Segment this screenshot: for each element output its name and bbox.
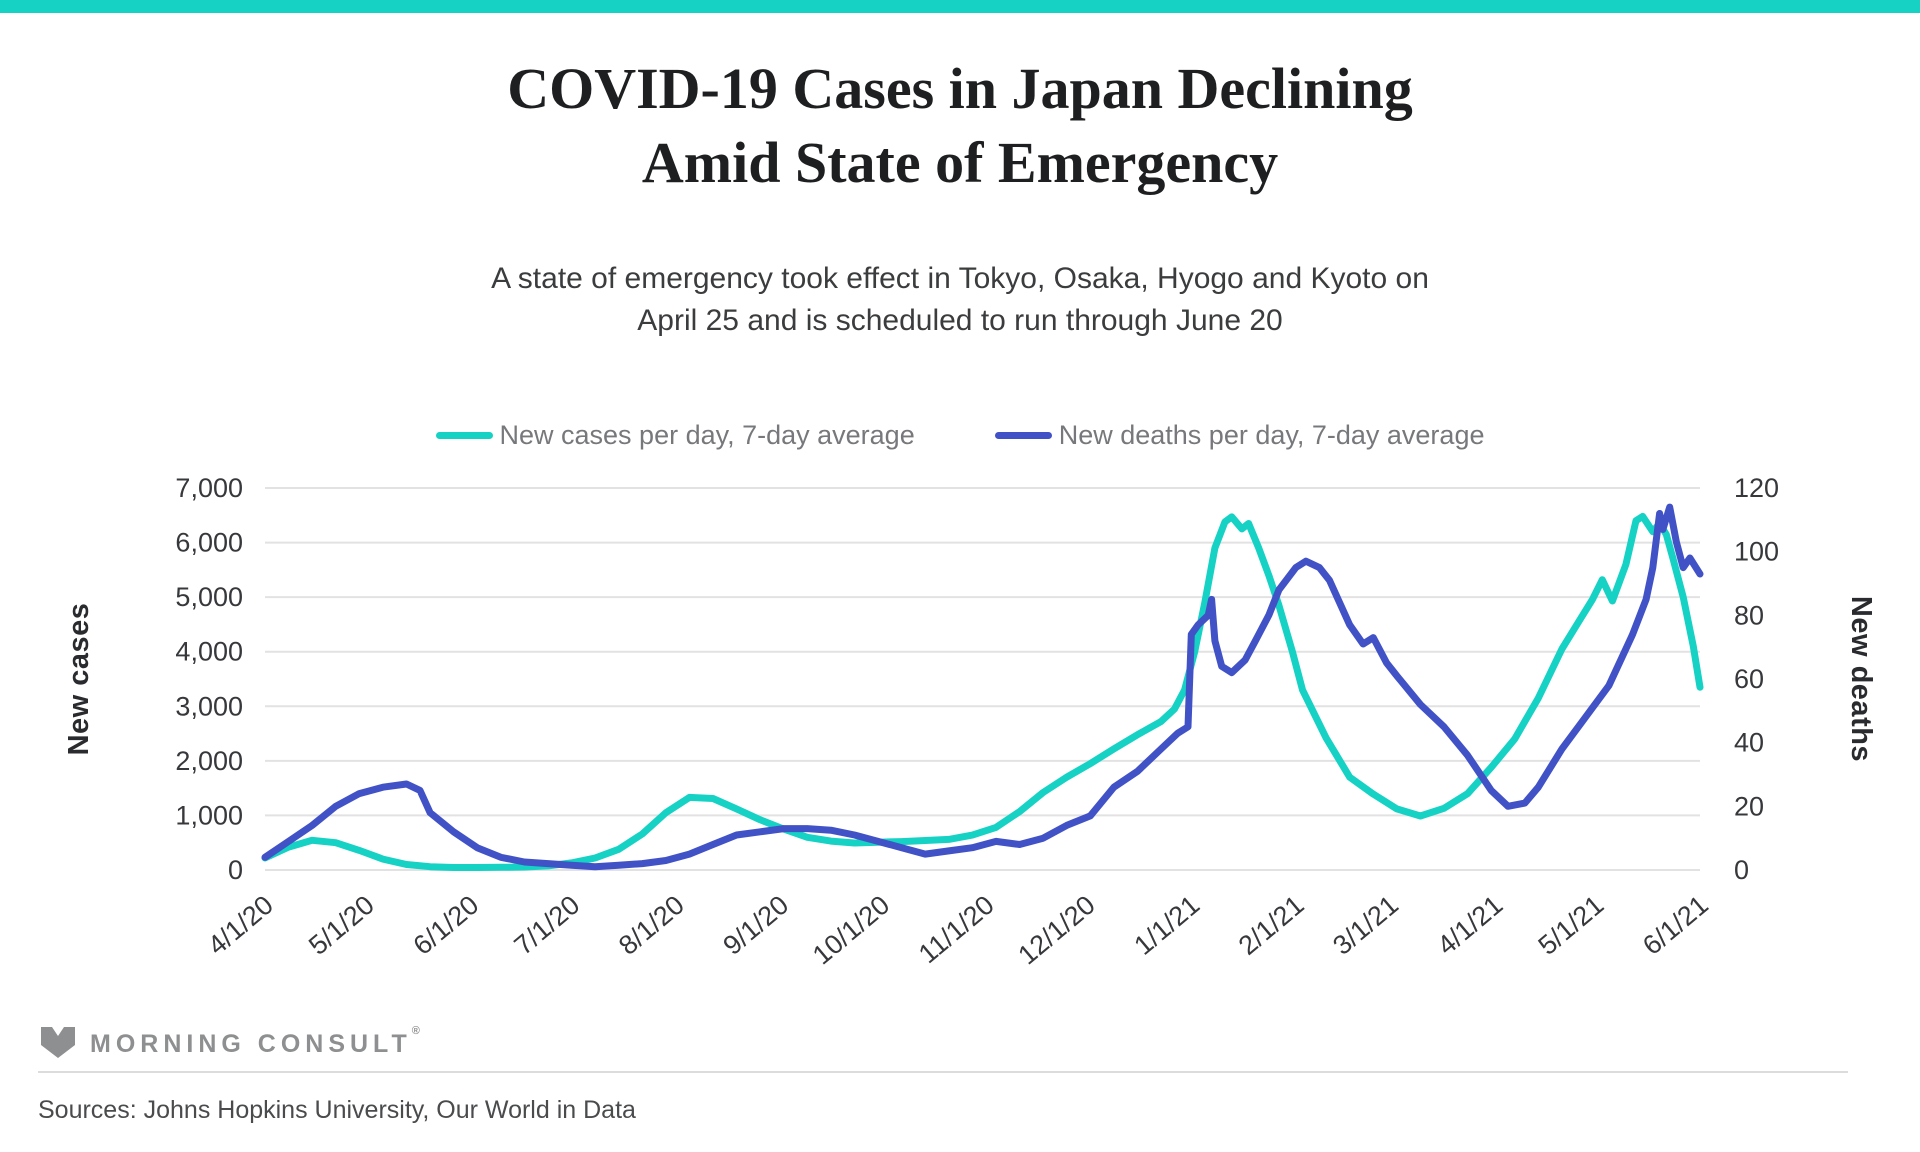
subtitle-line-2: April 25 and is scheduled to run through… bbox=[637, 304, 1283, 337]
legend-item-cases: New cases per day, 7-day average bbox=[435, 420, 915, 451]
top-accent-bar bbox=[0, 0, 1920, 13]
y-left-tick-label: 1,000 bbox=[175, 800, 243, 830]
x-tick-label: 8/1/20 bbox=[613, 890, 690, 961]
chart-subtitle: A state of emergency took effect in Toky… bbox=[0, 258, 1920, 342]
brand-name: MORNING CONSULT bbox=[90, 1030, 412, 1058]
y-left-tick-label: 7,000 bbox=[175, 473, 243, 503]
x-tick-label: 1/1/21 bbox=[1128, 890, 1205, 961]
x-tick-label: 12/1/20 bbox=[1012, 890, 1100, 971]
x-tick-label: 3/1/21 bbox=[1327, 890, 1404, 961]
y-left-tick-label: 2,000 bbox=[175, 746, 243, 776]
y-left-tick-label: 4,000 bbox=[175, 637, 243, 667]
legend-label-deaths: New deaths per day, 7-day average bbox=[1058, 420, 1485, 450]
x-tick-label: 5/1/21 bbox=[1533, 890, 1610, 961]
page-title: COVID-19 Cases in Japan Declining Amid S… bbox=[0, 52, 1920, 200]
x-tick-label: 7/1/20 bbox=[509, 890, 586, 961]
brand-wordmark: MORNING CONSULT® bbox=[90, 1025, 420, 1059]
x-tick-label: 5/1/20 bbox=[303, 890, 380, 961]
x-tick-label: 9/1/20 bbox=[717, 890, 794, 961]
y-right-tick-label: 120 bbox=[1734, 473, 1779, 503]
morning-consult-mark-icon bbox=[41, 1027, 75, 1058]
x-tick-label: 10/1/20 bbox=[807, 890, 895, 971]
x-tick-label: 6/1/21 bbox=[1637, 890, 1714, 961]
legend-item-deaths: New deaths per day, 7-day average bbox=[994, 420, 1485, 451]
deaths-line-swatch bbox=[994, 432, 1052, 439]
footer-divider bbox=[38, 1071, 1848, 1073]
subtitle-line-1: A state of emergency took effect in Toky… bbox=[491, 262, 1429, 295]
title-line-1: COVID-19 Cases in Japan Declining bbox=[507, 56, 1413, 121]
y-left-axis-title: New cases bbox=[63, 603, 95, 756]
y-right-tick-label: 0 bbox=[1734, 855, 1749, 885]
x-tick-label: 6/1/20 bbox=[408, 890, 485, 961]
x-tick-label: 2/1/21 bbox=[1233, 890, 1310, 961]
y-right-tick-label: 20 bbox=[1734, 791, 1764, 821]
legend-label-cases: New cases per day, 7-day average bbox=[499, 420, 915, 450]
title-line-2: Amid State of Emergency bbox=[641, 130, 1279, 195]
y-left-tick-label: 3,000 bbox=[175, 691, 243, 721]
y-left-tick-label: 0 bbox=[228, 855, 243, 885]
x-tick-label: 4/1/21 bbox=[1432, 890, 1509, 961]
y-right-tick-label: 60 bbox=[1734, 664, 1764, 694]
deaths-line bbox=[261, 503, 1704, 871]
cases-line-swatch bbox=[435, 432, 493, 439]
y-right-tick-label: 40 bbox=[1734, 728, 1764, 758]
brand-logo: MORNING CONSULT® bbox=[38, 1022, 420, 1062]
sources-text: Sources: Johns Hopkins University, Our W… bbox=[38, 1096, 636, 1124]
chart-legend: New cases per day, 7-day average New dea… bbox=[0, 420, 1920, 451]
y-left-tick-label: 5,000 bbox=[175, 582, 243, 612]
registered-mark: ® bbox=[411, 1025, 420, 1037]
x-tick-label: 11/1/20 bbox=[913, 890, 1000, 970]
y-right-axis-title: New deaths bbox=[1845, 596, 1877, 762]
y-left-tick-label: 6,000 bbox=[175, 528, 243, 558]
y-right-tick-label: 100 bbox=[1734, 537, 1779, 567]
x-tick-label: 4/1/20 bbox=[202, 890, 279, 961]
y-right-tick-label: 80 bbox=[1734, 600, 1764, 630]
